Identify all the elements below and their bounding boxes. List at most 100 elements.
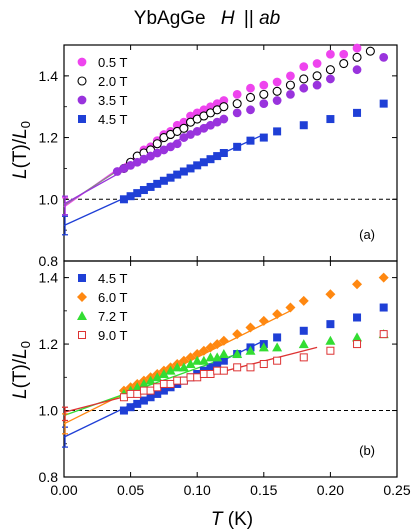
data-point-b-1-16: [232, 329, 243, 340]
data-point-b-1-21: [298, 295, 309, 306]
y-tick-label-a-0: 0.8: [39, 253, 59, 269]
y-tick-label-a-2: 1.2: [39, 130, 59, 146]
legend-label-b-2: 7.2 T: [98, 309, 127, 324]
data-point-a-2-26: [379, 52, 389, 62]
data-point-b-3-4: [146, 386, 155, 395]
data-point-b-0-5: [153, 389, 162, 398]
title-main: YbAgGe: [134, 8, 206, 29]
data-point-a-2-20: [272, 96, 282, 105]
data-point-a-3-23: [379, 99, 388, 108]
legend-marker-a-0: [77, 57, 87, 67]
data-point-b-2-12: [198, 355, 209, 365]
y-tick-label-b-1: 1.0: [39, 403, 59, 419]
data-point-b-2-6: [158, 368, 169, 378]
title-field: H: [221, 8, 235, 29]
data-point-a-1-22: [312, 71, 322, 81]
data-point-b-0-13: [206, 363, 215, 372]
legend-a: 0.5 T 2.0 T 3.5 T 4.5 T: [77, 55, 127, 127]
data-point-a-3-0: [119, 195, 128, 204]
data-point-a-3-5: [153, 179, 162, 188]
legend-marker-a-3: [78, 115, 86, 123]
data-point-a-0-19: [272, 77, 282, 87]
data-point-b-0-23: [379, 303, 388, 312]
data-point-a-2-16: [219, 114, 229, 124]
data-point-b-3-1: [126, 389, 135, 398]
data-point-b-0-22: [353, 313, 362, 322]
data-point-b-0-19: [273, 333, 282, 342]
x-tick-label-1: 0.05: [117, 482, 144, 498]
data-point-a-1-24: [339, 58, 349, 69]
data-point-a-2-19: [259, 99, 269, 109]
data-point-b-0-1: [126, 403, 135, 412]
x-tick-label-4: 0.20: [317, 482, 344, 498]
data-point-a-0-20: [286, 71, 295, 81]
data-point-b-1-20: [285, 302, 296, 313]
data-point-a-1-9: [179, 123, 189, 133]
legend-marker-a-1: [77, 76, 87, 86]
legend-marker-b-1: [77, 292, 87, 302]
y-tick-label-b-0: 0.8: [39, 469, 59, 485]
data-point-b-2-10: [185, 359, 196, 369]
data-point-b-2-5: [152, 372, 163, 382]
data-point-a-0-18: [259, 80, 269, 90]
y-tick-label-a-1: 1.0: [39, 191, 59, 207]
legend-label-a-0: 0.5 T: [98, 55, 127, 70]
data-point-b-3-0: [119, 393, 128, 402]
data-point-a-0-21: [299, 62, 309, 71]
data-point-a-0-17: [246, 83, 255, 93]
y-axis-title-a: L(T)/L0: [10, 121, 33, 179]
data-point-a-3-12: [199, 158, 208, 167]
data-point-b-3-9: [179, 376, 188, 385]
data-point-a-1-25: [352, 52, 362, 62]
x-tick-label-0: 0.00: [50, 482, 77, 498]
data-point-a-3-9: [179, 167, 188, 176]
data-point-b-3-18: [259, 360, 268, 369]
data-point-a-2-17: [232, 108, 242, 118]
data-point-b-1-15: [218, 335, 229, 346]
data-point-a-1-19: [272, 86, 282, 96]
fit-line-b-2: [63, 353, 238, 417]
y-tick-label-a-3: 1.4: [39, 68, 59, 84]
data-point-b-2-15: [218, 349, 229, 359]
data-point-b-2-2: [132, 382, 143, 392]
data-point-a-3-10: [186, 164, 195, 173]
data-point-b-3-7: [166, 379, 175, 388]
data-point-b-1-24: [378, 272, 389, 283]
data-point-b-2-21: [325, 335, 336, 345]
data-point-b-1-18: [258, 315, 269, 326]
data-point-b-2-17: [245, 345, 256, 355]
data-point-a-3-21: [326, 115, 335, 124]
data-point-b-3-6: [159, 379, 168, 388]
chart-title: YbAgGe H || ab: [134, 8, 280, 29]
data-point-b-3-12: [199, 369, 208, 378]
legend-label-a-1: 2.0 T: [98, 74, 127, 89]
data-point-b-2-22: [352, 332, 363, 342]
x-axis-title: T (K): [211, 509, 253, 530]
data-point-b-0-15: [219, 356, 228, 365]
data-point-a-3-6: [159, 176, 168, 185]
data-point-b-3-8: [173, 376, 182, 385]
data-point-b-2-8: [172, 362, 183, 372]
legend-marker-b-2: [77, 311, 87, 320]
series-a-2: [112, 52, 389, 176]
data-point-b-3-13: [206, 369, 215, 378]
legend-marker-b-0: [78, 274, 86, 282]
legend-b: 4.5 T 6.0 T 7.2 T 9.0 T: [77, 271, 127, 343]
data-point-a-2-23: [312, 80, 322, 90]
panel-a: 0.8 1.0 1.2 1.4 0.5 T 2.0 T 3.5 T 4.5 T (a): [39, 43, 398, 269]
data-point-a-1-26: [365, 46, 375, 56]
data-point-a-1-23: [325, 65, 335, 75]
data-point-b-2-11: [192, 355, 203, 365]
data-point-b-1-23: [352, 279, 363, 290]
data-point-a-3-19: [273, 127, 282, 136]
data-point-a-1-20: [285, 80, 295, 90]
data-point-a-3-22: [353, 108, 362, 117]
series-b-3: [119, 330, 388, 402]
data-point-b-3-23: [379, 330, 388, 339]
series-a-3: [119, 99, 388, 204]
data-point-b-0-0: [119, 406, 128, 415]
data-point-a-0-16: [232, 89, 242, 99]
data-point-a-3-14: [213, 152, 222, 161]
data-point-b-3-21: [326, 346, 335, 355]
data-point-b-2-14: [212, 352, 223, 362]
